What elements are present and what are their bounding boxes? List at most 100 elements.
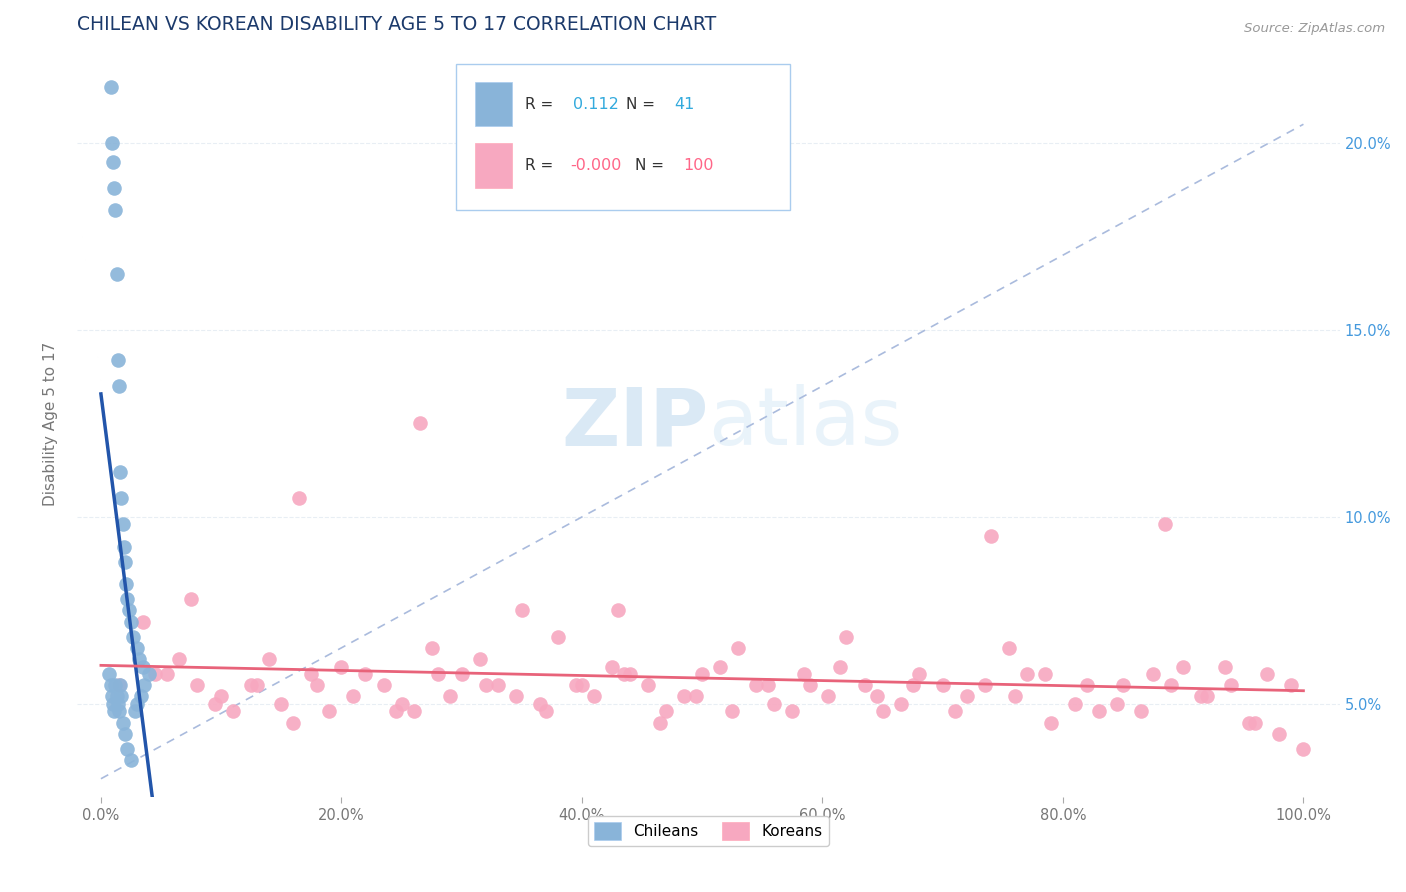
Point	[1197, 690, 1219, 704]
Text: Source: ZipAtlas.com: Source: ZipAtlas.com	[1244, 22, 1385, 36]
Point	[565, 678, 588, 692]
Point	[342, 690, 364, 704]
Point	[571, 678, 593, 692]
Point	[105, 267, 128, 281]
Point	[107, 352, 129, 367]
Point	[486, 678, 509, 692]
Point	[505, 690, 527, 704]
Point	[132, 615, 155, 629]
Point	[655, 705, 678, 719]
Point	[745, 678, 768, 692]
Point	[1076, 678, 1098, 692]
Point	[125, 640, 148, 655]
Point	[727, 640, 749, 655]
Point	[426, 667, 449, 681]
Point	[107, 697, 129, 711]
Point	[721, 705, 744, 719]
Point	[865, 690, 887, 704]
Text: N =: N =	[636, 158, 669, 173]
Point	[270, 697, 292, 711]
Point	[222, 705, 245, 719]
Point	[763, 697, 786, 711]
Point	[307, 678, 329, 692]
Point	[105, 690, 128, 704]
Point	[114, 727, 136, 741]
Point	[122, 630, 145, 644]
Point	[101, 697, 124, 711]
Point	[98, 667, 121, 681]
Point	[474, 678, 496, 692]
Point	[943, 705, 966, 719]
Point	[830, 659, 852, 673]
Point	[156, 667, 179, 681]
Point	[600, 659, 623, 673]
Point	[112, 540, 135, 554]
Point	[408, 417, 430, 431]
Point	[1173, 659, 1195, 673]
Point	[101, 154, 124, 169]
Point	[468, 652, 491, 666]
Point	[1281, 678, 1303, 692]
Point	[288, 491, 311, 506]
Point	[529, 697, 551, 711]
Point	[1130, 705, 1153, 719]
Point	[100, 690, 122, 704]
Point	[108, 705, 131, 719]
Point	[980, 528, 1002, 542]
Point	[1154, 517, 1177, 532]
Text: ZIP: ZIP	[561, 384, 709, 462]
Point	[648, 715, 671, 730]
Point	[685, 690, 707, 704]
Point	[100, 79, 122, 94]
Point	[114, 555, 136, 569]
Point	[283, 715, 305, 730]
Point	[259, 652, 281, 666]
Point	[1244, 715, 1267, 730]
Point	[117, 603, 139, 617]
Point	[1033, 667, 1056, 681]
Point	[129, 690, 152, 704]
Text: N =: N =	[626, 96, 659, 112]
Point	[817, 690, 839, 704]
Point	[120, 615, 142, 629]
Point	[450, 667, 472, 681]
Point	[607, 603, 630, 617]
Point	[1004, 690, 1026, 704]
Point	[793, 667, 815, 681]
Point	[1064, 697, 1087, 711]
Legend: Chileans, Koreans: Chileans, Koreans	[588, 816, 828, 846]
Point	[103, 705, 125, 719]
Point	[143, 667, 166, 681]
Point	[373, 678, 395, 692]
Point	[709, 659, 731, 673]
Point	[673, 690, 696, 704]
Point	[240, 678, 263, 692]
Point	[1015, 667, 1038, 681]
Point	[138, 667, 160, 681]
Point	[1112, 678, 1135, 692]
Point	[330, 659, 353, 673]
Point	[204, 697, 226, 711]
Point	[582, 690, 605, 704]
Point	[100, 678, 122, 692]
Point	[872, 705, 894, 719]
Point	[246, 678, 269, 692]
Point	[690, 667, 713, 681]
Point	[318, 705, 340, 719]
Point	[613, 667, 636, 681]
Point	[299, 667, 322, 681]
Point	[110, 690, 132, 704]
Bar	[475, 81, 512, 127]
Point	[799, 678, 821, 692]
Point	[931, 678, 953, 692]
Point	[1142, 667, 1164, 681]
Point	[1292, 741, 1315, 756]
Point	[115, 577, 138, 591]
Point	[998, 640, 1021, 655]
Point	[534, 705, 557, 719]
Point	[167, 652, 190, 666]
Point	[111, 517, 134, 532]
Point	[125, 697, 148, 711]
Text: 41: 41	[673, 96, 695, 112]
Point	[901, 678, 924, 692]
